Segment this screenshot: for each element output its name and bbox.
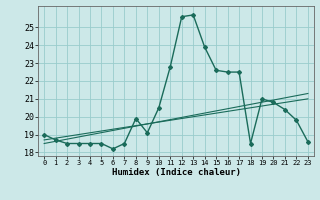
X-axis label: Humidex (Indice chaleur): Humidex (Indice chaleur) [111,168,241,177]
